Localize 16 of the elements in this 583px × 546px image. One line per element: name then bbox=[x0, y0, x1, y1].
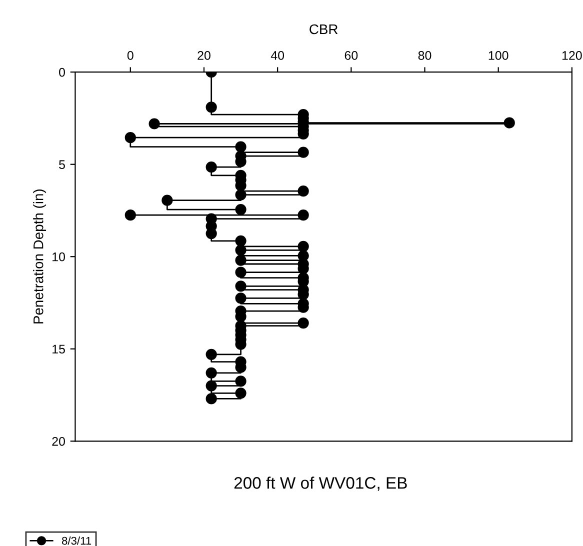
x-tick-label: 120 bbox=[562, 51, 582, 60]
y-tick-label: 20 bbox=[52, 436, 65, 446]
y-tick-label: 0 bbox=[59, 68, 65, 77]
y-tick-label: 15 bbox=[52, 344, 65, 354]
y-axis-title: Penetration Depth (in) bbox=[33, 190, 46, 324]
x-tick-label: 40 bbox=[270, 51, 284, 60]
x-tick-label: 80 bbox=[418, 51, 432, 60]
x-tick-label: 100 bbox=[488, 51, 508, 60]
y-tick-label: 5 bbox=[59, 160, 65, 169]
x-tick-label: 0 bbox=[127, 51, 134, 60]
x-tick-label: 20 bbox=[198, 51, 210, 60]
y-tick-label: 10 bbox=[52, 252, 65, 262]
x-axis-title: CBR bbox=[310, 24, 338, 34]
text: 200 ft W of WV01C, EB bbox=[234, 476, 407, 491]
x-tick-label: 60 bbox=[344, 51, 358, 60]
legend-label: 8/3/11 bbox=[62, 536, 92, 545]
